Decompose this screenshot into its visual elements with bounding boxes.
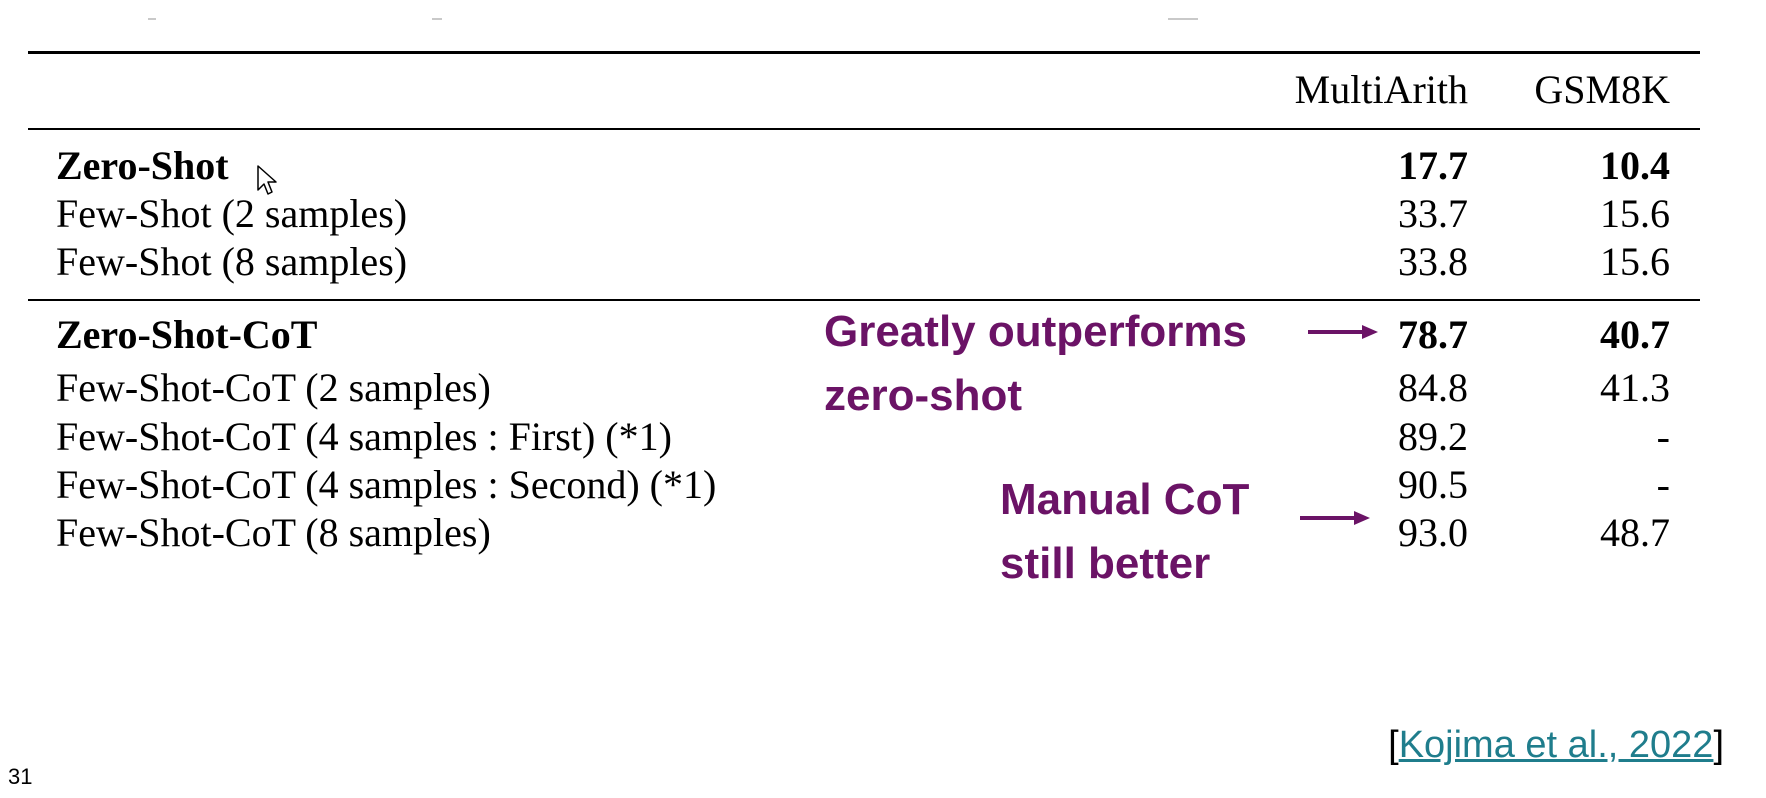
annotation-outperforms-line2: zero-shot [824,371,1022,420]
arrow-right-icon [1308,325,1378,339]
faint-mark [1168,18,1198,20]
citation: [Kojima et al., 2022] [1388,724,1724,767]
annotation-manual-cot-line1: Manual CoT [1000,475,1250,524]
row-method-few-shot-8: Few-Shot (8 samples) [56,239,408,284]
annotation-manual-cot: Manual CoT still better [1000,468,1249,596]
header-gsm8k: GSM8K [1534,67,1670,112]
row-multiarith-few-shot-cot-2: 84.8 [1398,365,1468,410]
arrow-right-icon [1300,511,1370,525]
row-gsm8k-zero-shot: 10.4 [1600,143,1670,188]
table-top-rule [28,51,1700,54]
table-section-rule [28,299,1700,301]
faint-mark [148,18,156,20]
row-method-few-shot-2: Few-Shot (2 samples) [56,191,408,236]
annotation-outperforms: Greatly outperforms zero-shot [824,300,1247,428]
citation-link[interactable]: Kojima et al., 2022 [1398,724,1714,766]
mouse-pointer-icon [257,165,277,195]
row-method-zero-shot-cot: Zero-Shot-CoT [56,312,318,357]
row-gsm8k-few-shot-2: 15.6 [1600,191,1670,236]
row-method-few-shot-cot-2: Few-Shot-CoT (2 samples) [56,365,491,410]
row-gsm8k-few-shot-cot-4-second: - [1656,462,1670,507]
header-multiarith: MultiArith [1294,67,1468,112]
row-method-few-shot-cot-8: Few-Shot-CoT (8 samples) [56,510,491,555]
table-header-rule [28,128,1700,130]
faint-mark [432,18,442,20]
row-gsm8k-few-shot-cot-4-first: - [1656,414,1670,459]
annotation-manual-cot-line2: still better [1000,539,1211,588]
row-multiarith-few-shot-cot-4-second: 90.5 [1398,462,1468,507]
annotation-outperforms-line1: Greatly outperforms [824,307,1247,356]
page-number: 31 [8,764,33,789]
row-method-zero-shot: Zero-Shot [56,143,229,188]
row-multiarith-zero-shot: 17.7 [1398,143,1468,188]
row-method-few-shot-cot-4-first: Few-Shot-CoT (4 samples : First) (*1) [56,414,672,459]
row-multiarith-few-shot-2: 33.7 [1398,191,1468,236]
row-gsm8k-zero-shot-cot: 40.7 [1600,312,1670,357]
citation-close-bracket: ] [1713,724,1724,766]
row-multiarith-few-shot-8: 33.8 [1398,239,1468,284]
citation-open-bracket: [ [1388,724,1399,766]
row-multiarith-few-shot-cot-4-first: 89.2 [1398,414,1468,459]
row-method-few-shot-cot-4-second: Few-Shot-CoT (4 samples : Second) (*1) [56,462,717,507]
row-multiarith-zero-shot-cot: 78.7 [1398,312,1468,357]
row-multiarith-few-shot-cot-8: 93.0 [1398,510,1468,555]
row-gsm8k-few-shot-8: 15.6 [1600,239,1670,284]
row-gsm8k-few-shot-cot-8: 48.7 [1600,510,1670,555]
row-gsm8k-few-shot-cot-2: 41.3 [1600,365,1670,410]
